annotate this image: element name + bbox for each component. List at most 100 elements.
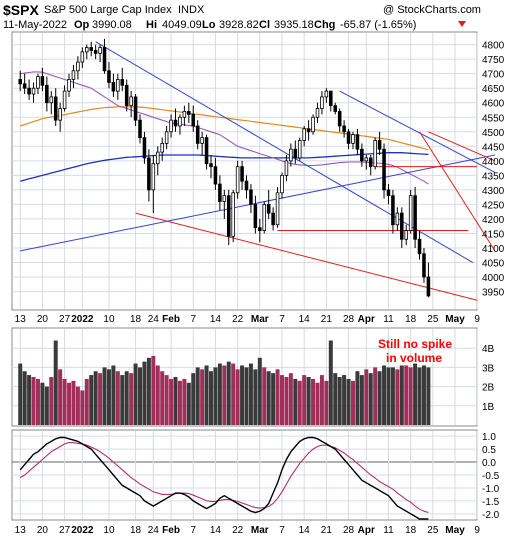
volume-bar — [18, 363, 23, 425]
price-date-label: May — [445, 314, 465, 325]
oscillator-axis-labels: -2.0 -1.5 -1.0 -0.5 0.0 0.5 1.0 — [482, 432, 500, 521]
candlestick — [320, 91, 324, 115]
candlestick — [58, 102, 62, 132]
oscillator-date-label: 20 — [37, 525, 49, 536]
sma-150-line — [20, 106, 429, 151]
candlestick — [329, 90, 333, 112]
volume-bar — [342, 375, 347, 425]
volume-bar — [399, 365, 404, 425]
candlestick — [346, 128, 351, 150]
oscillator-date-label: 28 — [343, 525, 355, 536]
open-value: 3990.08 — [92, 19, 132, 31]
candle-body — [329, 90, 333, 107]
candlestick — [253, 195, 258, 234]
candle-body — [280, 174, 284, 194]
price-tick-label: 4500 — [482, 128, 505, 139]
volume-bar — [75, 386, 80, 425]
candlestick — [200, 131, 204, 156]
candlestick — [355, 128, 360, 156]
price-tick-label: 4650 — [482, 84, 505, 95]
trendline-red — [428, 131, 496, 162]
price-tick-label: 4250 — [482, 200, 505, 211]
candle-body — [297, 140, 302, 159]
candle-body — [249, 189, 253, 205]
volume-bar — [200, 369, 205, 425]
price-date-label: 14 — [210, 314, 222, 325]
candlestick — [138, 114, 142, 144]
price-tick-label: 4400 — [482, 157, 505, 168]
candle-body — [386, 189, 391, 197]
candle-body — [293, 148, 298, 159]
candlestick — [240, 160, 244, 190]
candlestick — [284, 155, 289, 182]
volume-bar — [240, 365, 245, 425]
candle-body — [204, 137, 209, 165]
candlestick — [382, 143, 386, 199]
price-tick-label: 4200 — [482, 215, 505, 226]
candle-body — [53, 96, 58, 121]
candlestick — [18, 70, 22, 92]
candlestick — [364, 155, 369, 170]
candle-body — [98, 47, 102, 54]
oscillator-date-label: Apr — [358, 525, 375, 536]
volume-bar — [204, 365, 209, 425]
candlestick — [226, 189, 231, 246]
candle-body — [164, 131, 169, 144]
oscillator-date-label: 25 — [427, 525, 439, 536]
candle-body — [284, 160, 289, 176]
candlestick — [271, 207, 275, 231]
price-tick-label: 4300 — [482, 186, 505, 197]
candle-body — [191, 113, 196, 127]
volume-bar — [35, 378, 40, 425]
candlestick — [408, 189, 413, 234]
candlestick — [102, 38, 107, 74]
price-date-label: Mar — [251, 314, 269, 325]
candle-body — [142, 137, 147, 159]
candle-body — [222, 195, 227, 202]
volume-bar — [421, 365, 426, 425]
volume-bar — [93, 371, 98, 425]
volume-bar — [386, 367, 391, 425]
exchange-label: INDX — [178, 4, 205, 16]
price-date-label: 20 — [37, 314, 49, 325]
candle-body — [89, 47, 93, 51]
candlestick — [84, 44, 89, 60]
candlestick — [40, 67, 45, 92]
candlestick — [377, 131, 382, 156]
volume-bar — [49, 377, 54, 425]
oscillator-signal-line — [19, 442, 429, 514]
candle-body — [240, 166, 244, 182]
candlestick — [315, 102, 320, 124]
candlestick — [155, 146, 160, 176]
price-tick-label: 4100 — [482, 244, 505, 255]
price-date-label: 25 — [427, 314, 439, 325]
candlestick — [222, 189, 227, 219]
candle-body — [368, 157, 373, 168]
candle-body — [226, 195, 231, 237]
candle-body — [426, 276, 431, 297]
candlestick — [49, 91, 54, 115]
oscillator-lines — [19, 436, 429, 520]
candlestick — [373, 137, 377, 170]
candlestick — [417, 230, 422, 260]
candlestick — [93, 44, 98, 60]
candle-body — [31, 87, 36, 95]
oscillator-date-label: 21 — [321, 525, 333, 536]
volume-bar — [67, 382, 72, 425]
candlestick — [89, 41, 93, 57]
candle-body — [200, 137, 204, 144]
close-value: 3935.18 — [274, 19, 314, 31]
candlestick — [160, 137, 164, 161]
change-label: Chg — [314, 19, 335, 31]
candle-body — [342, 125, 346, 133]
candle-body — [155, 151, 160, 165]
candlestick — [124, 79, 129, 112]
candle-body — [262, 204, 267, 231]
candlestick — [395, 207, 400, 231]
annotation-line-1: Still no spike — [378, 337, 452, 351]
oscillator-tick-label: 0.5 — [482, 445, 496, 456]
candle-body — [182, 111, 187, 118]
candle-body — [178, 116, 182, 127]
candle-body — [120, 79, 125, 86]
candle-body — [315, 108, 320, 118]
